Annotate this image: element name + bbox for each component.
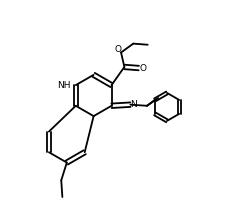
Text: O: O xyxy=(114,45,121,54)
Text: NH: NH xyxy=(57,81,70,90)
Text: O: O xyxy=(139,63,146,73)
Text: N: N xyxy=(130,100,137,109)
